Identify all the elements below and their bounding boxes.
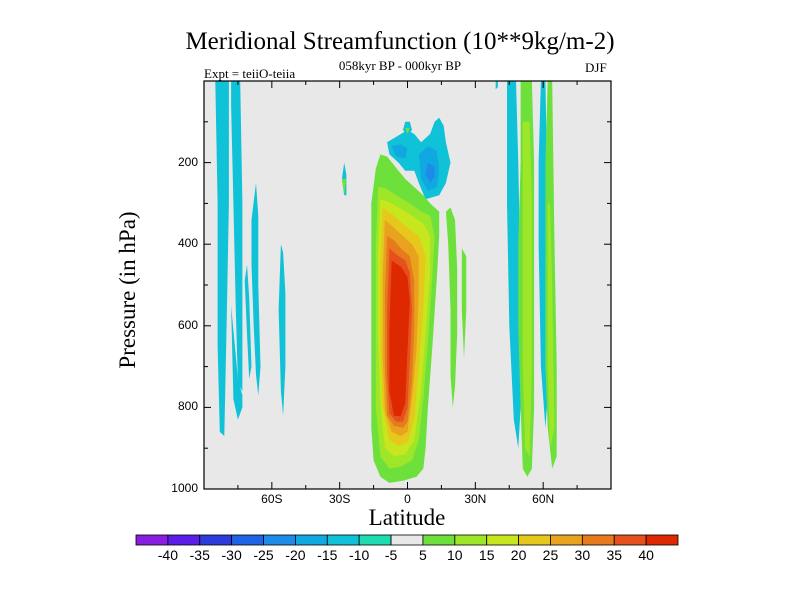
colorbar-box-11 <box>486 534 519 546</box>
colorbar-box-12 <box>518 534 551 546</box>
x-tick-label-1: 30S <box>328 492 351 506</box>
colorbar-label-7: -5 <box>384 547 398 563</box>
contour-region-5 <box>278 244 286 416</box>
colorbar-label-6: -10 <box>349 547 370 563</box>
y-tick-label-0: 200 <box>177 154 198 169</box>
colorbar-box-15 <box>613 534 647 546</box>
colorbar-box-6 <box>326 534 360 546</box>
season-label: DJF <box>585 60 607 75</box>
contour-region-17 <box>461 248 467 359</box>
contour-region-30 <box>389 260 410 417</box>
contour-region-12 <box>507 81 521 449</box>
colorbar-label-8: 5 <box>419 547 427 563</box>
colorbar-box-14 <box>581 534 615 546</box>
colorbar-box-9 <box>422 534 456 546</box>
y-tick-label-3: 800 <box>177 399 198 414</box>
colorbar-label-1: -35 <box>189 547 210 563</box>
colorbar-label-12: 25 <box>542 547 559 563</box>
y-tick-label-4: 1000 <box>171 481 198 495</box>
experiment-label: Expt = teiiO-teiia <box>204 66 296 81</box>
x-tick-label-2: 0 <box>404 492 411 506</box>
contour-region-4 <box>251 183 261 396</box>
colorbar-label-2: -30 <box>221 547 242 563</box>
contour-region-3 <box>244 264 252 379</box>
x-tick-label-3: 30N <box>464 492 487 506</box>
x-axis-label: Latitude <box>368 505 446 530</box>
period-label: 058kyr BP - 000kyr BP <box>338 58 462 73</box>
colorbar-label-14: 35 <box>606 547 623 563</box>
colorbar-label-15: 40 <box>638 547 654 563</box>
contour-region-10 <box>425 162 435 183</box>
colorbar-box-4 <box>263 534 296 546</box>
contour-regions <box>215 81 557 483</box>
colorbar-label-4: -20 <box>285 547 306 563</box>
y-tick-label-2: 600 <box>177 317 198 332</box>
colorbar-box-5 <box>295 534 328 546</box>
colorbar-box-8 <box>390 534 424 546</box>
contour-region-16 <box>445 207 458 408</box>
colorbar-box-2 <box>199 534 233 546</box>
colorbar-box-16 <box>645 534 679 546</box>
colorbar-label-3: -25 <box>253 547 274 563</box>
contour-region-8 <box>391 144 408 159</box>
y-tick-label-1: 400 <box>177 236 198 251</box>
contour-region-20 <box>341 178 347 196</box>
colorbar-label-0: -40 <box>157 547 178 563</box>
colorbar-label-11: 20 <box>510 547 527 563</box>
colorbar-box-13 <box>550 534 583 546</box>
x-tick-label-0: 60S <box>261 492 283 506</box>
chart-title: Meridional Streamfunction (10**9kg/m-2) <box>185 28 615 55</box>
contour-region-23 <box>522 121 532 457</box>
contour-region-14 <box>495 81 498 90</box>
colorbar-box-7 <box>358 534 392 546</box>
colorbar-box-1 <box>167 534 201 546</box>
contour-region-24 <box>547 203 555 449</box>
colorbar-box-0 <box>135 534 169 546</box>
contour-region-2 <box>231 305 243 420</box>
contour-region-1 <box>231 81 243 392</box>
colorbar-label-5: -15 <box>317 547 338 563</box>
colorbar-label-9: 10 <box>447 547 463 563</box>
colorbar-box-3 <box>231 534 264 546</box>
contour-region-21 <box>405 127 410 134</box>
colorbar-box-10 <box>454 534 488 546</box>
contour-region-0 <box>215 81 229 436</box>
colorbar-label-10: 15 <box>478 547 495 563</box>
colorbar-label-13: 30 <box>574 547 591 563</box>
x-tick-label-4: 60N <box>532 492 555 506</box>
colorbar <box>135 534 679 546</box>
